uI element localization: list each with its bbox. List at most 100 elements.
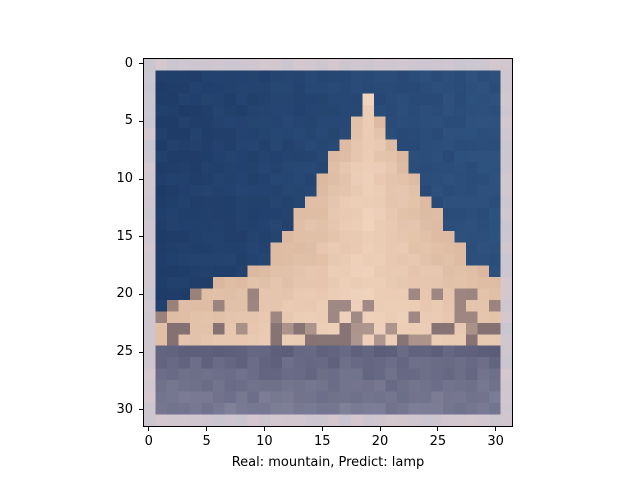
image-pixel: [420, 288, 432, 301]
image-pixel: [259, 380, 271, 392]
image-pixel: [362, 104, 375, 117]
image-pixel: [201, 59, 214, 71]
image-pixel: [144, 403, 156, 415]
image-pixel: [443, 322, 455, 335]
image-pixel: [190, 253, 202, 266]
image-pixel: [351, 81, 363, 94]
image-pixel: [408, 391, 421, 404]
image-pixel: [431, 59, 444, 71]
image-pixel: [213, 231, 225, 243]
image-pixel: [201, 334, 214, 346]
image-pixel: [293, 391, 306, 404]
image-pixel: [431, 93, 444, 106]
image-pixel: [293, 70, 306, 83]
image-pixel: [167, 104, 179, 117]
image-pixel: [408, 380, 421, 392]
image-pixel: [270, 253, 283, 266]
image-pixel: [362, 345, 375, 358]
image-pixel: [178, 139, 191, 151]
image-pixel: [431, 311, 444, 324]
image-pixel: [351, 414, 363, 426]
image-pixel: [305, 231, 317, 243]
image-pixel: [167, 391, 179, 404]
image-pixel: [201, 196, 214, 209]
image-pixel: [167, 299, 179, 312]
image-pixel: [316, 265, 329, 278]
image-pixel: [454, 93, 467, 106]
image-pixel: [213, 139, 225, 151]
image-pixel: [190, 70, 202, 83]
image-pixel: [328, 162, 340, 174]
image-pixel: [408, 127, 421, 140]
image-pixel: [305, 162, 317, 174]
image-pixel: [167, 311, 179, 324]
image-pixel: [362, 127, 375, 140]
image-pixel: [420, 276, 432, 289]
image-pixel: [178, 81, 191, 94]
image-pixel: [259, 162, 271, 174]
image-pixel: [201, 208, 214, 220]
image-pixel: [454, 150, 467, 163]
image-pixel: [466, 391, 478, 404]
image-pixel: [374, 139, 386, 151]
image-pixel: [385, 299, 398, 312]
image-pixel: [328, 231, 340, 243]
image-pixel: [443, 345, 455, 358]
image-pixel: [408, 173, 421, 186]
image-pixel: [236, 322, 248, 335]
image-pixel: [408, 208, 421, 220]
image-pixel: [477, 242, 490, 255]
image-pixel: [454, 59, 467, 71]
image-pixel: [466, 93, 478, 106]
x-tick-mark: [495, 427, 497, 431]
image-pixel: [213, 150, 225, 163]
image-pixel: [236, 196, 248, 209]
image-pixel: [431, 322, 444, 335]
image-pixel: [316, 208, 329, 220]
image-pixel: [247, 380, 260, 392]
image-pixel: [477, 357, 490, 369]
image-pixel: [500, 139, 512, 151]
image-pixel: [477, 299, 490, 312]
image-pixel: [282, 368, 294, 381]
image-pixel: [236, 345, 248, 358]
image-pixel: [328, 173, 340, 186]
image-pixel: [144, 59, 156, 71]
image-pixel: [454, 104, 467, 117]
image-pixel: [236, 231, 248, 243]
image-pixel: [385, 345, 398, 358]
image-pixel: [408, 368, 421, 381]
image-pixel: [328, 357, 340, 369]
image-pixel: [316, 299, 329, 312]
image-pixel: [397, 219, 409, 232]
image-pixel: [293, 208, 306, 220]
image-pixel: [351, 253, 363, 266]
image-pixel: [305, 139, 317, 151]
image-pixel: [385, 219, 398, 232]
image-pixel: [167, 59, 179, 71]
image-pixel: [144, 414, 156, 426]
image-pixel: [316, 288, 329, 301]
image-pixel: [431, 299, 444, 312]
image-pixel: [397, 253, 409, 266]
image-pixel: [316, 322, 329, 335]
image-pixel: [305, 265, 317, 278]
image-pixel: [224, 357, 237, 369]
image-pixel: [259, 127, 271, 140]
image-pixel: [339, 322, 352, 335]
image-pixel: [500, 253, 512, 266]
image-pixel: [385, 380, 398, 392]
image-pixel: [213, 253, 225, 266]
image-pixel: [466, 173, 478, 186]
image-pixel: [282, 93, 294, 106]
image-pixel: [259, 345, 271, 358]
image-pixel: [339, 334, 352, 346]
image-pixel: [351, 380, 363, 392]
image-pixel: [489, 70, 501, 83]
image-pixel: [259, 253, 271, 266]
image-pixel: [167, 334, 179, 346]
image-pixel: [477, 139, 490, 151]
image-pixel: [167, 93, 179, 106]
image-pixel: [224, 231, 237, 243]
image-pixel: [443, 299, 455, 312]
